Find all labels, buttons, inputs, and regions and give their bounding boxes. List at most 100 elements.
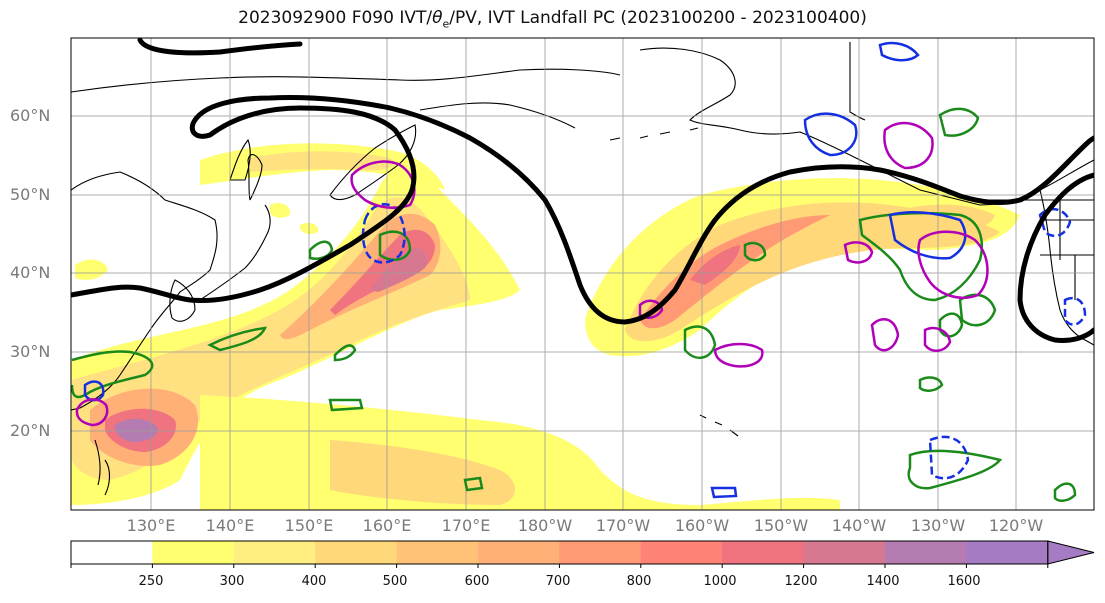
- colorbar-segment: [71, 541, 153, 564]
- green-contour-1: [71, 350, 154, 399]
- ivt-patch-1: [75, 259, 108, 280]
- lon-label-130w: 130°W: [910, 516, 966, 535]
- blue-contours: [83, 41, 1087, 499]
- colorbar-label-1000: 1000: [703, 574, 737, 589]
- blue-contour-5: [888, 211, 967, 260]
- lon-label-130e: 130°E: [126, 516, 176, 535]
- green-contour-16: [1053, 482, 1077, 502]
- colorbar-label-500: 500: [382, 574, 408, 589]
- magenta-contour-4: [713, 342, 764, 368]
- lon-label-140e: 140°E: [205, 516, 255, 535]
- jet-contour-main: [71, 94, 1094, 325]
- coast-kamchatka: [329, 124, 417, 201]
- lat-label-40: 40°N: [10, 263, 51, 282]
- ivt-core-west-max: [115, 418, 158, 442]
- coast-siberia-north: [71, 68, 621, 93]
- ivt-shading: [71, 143, 1020, 510]
- coast-japan: [199, 154, 271, 301]
- lat-label-20: 20°N: [10, 421, 51, 440]
- blue-contour-7: [1038, 207, 1072, 238]
- blue-contour-9: [710, 486, 738, 499]
- lon-label-150e: 150°E: [284, 516, 334, 535]
- magenta-contour-9: [923, 326, 952, 352]
- colorbar-extend-arrow: [1047, 540, 1095, 565]
- colorbar-label-1200: 1200: [784, 574, 818, 589]
- magenta-contour-1: [75, 398, 109, 427]
- colorbar-label-800: 800: [626, 574, 652, 589]
- green-contour-2: [207, 326, 267, 352]
- ivt-north-band-inner: [250, 151, 394, 172]
- magenta-contour-6: [870, 318, 900, 352]
- ivt-plume-east-700: [640, 215, 830, 329]
- coast-sakhalin: [229, 138, 251, 181]
- colorbar-segment: [885, 541, 967, 564]
- blue-contour-8: [1063, 296, 1087, 326]
- green-contour-14: [907, 449, 1003, 490]
- map-frame: [70, 37, 1095, 511]
- jet-contour-trough: [1017, 172, 1094, 343]
- lon-label-160w: 160°W: [674, 516, 730, 535]
- lon-label-140w: 140°W: [831, 516, 887, 535]
- colorbar-label-300: 300: [219, 574, 245, 589]
- lat-label-50: 50°N: [10, 185, 51, 204]
- green-contour-4: [333, 344, 357, 362]
- title-suffix: /PV, IVT Landfall PC (2023100200 - 20231…: [449, 8, 867, 28]
- colorbar-segment: [722, 541, 805, 564]
- colorbar-segment: [315, 541, 398, 564]
- ivt-patch-2: [270, 203, 291, 218]
- colorbar-label-400: 400: [301, 574, 327, 589]
- lon-label-170e: 170°E: [441, 516, 491, 535]
- colorbar-segment: [559, 541, 642, 564]
- magenta-contour-5: [843, 241, 874, 264]
- lon-label-180w: 180°W: [517, 516, 573, 535]
- green-contour-9: [743, 241, 767, 262]
- title-theta: θ: [432, 8, 443, 28]
- lon-label-160e: 160°E: [362, 516, 412, 535]
- magenta-contours: [75, 121, 989, 427]
- blue-contour-3: [803, 112, 858, 157]
- coast-na-west: [1039, 189, 1094, 346]
- colorbar-label-700: 700: [545, 574, 571, 589]
- coast-aleutians: [609, 127, 699, 141]
- title-theta-sub: e: [442, 17, 450, 31]
- blue-contour-2: [361, 203, 406, 264]
- magenta-contour-8: [917, 230, 989, 299]
- coast-philippines: [94, 439, 111, 496]
- green-contour-3: [308, 240, 334, 260]
- colorbar-segment: [803, 541, 886, 564]
- colorbar-segment: [396, 541, 479, 564]
- colorbar-label-250: 250: [138, 574, 164, 589]
- colorbar-label-1400: 1400: [866, 574, 900, 589]
- green-contour-13: [918, 376, 944, 392]
- colorbar-segment: [152, 541, 235, 564]
- lon-label-170w: 170°W: [595, 516, 651, 535]
- colorbar-label-600: 600: [464, 574, 490, 589]
- colorbar-label-1600: 1600: [947, 574, 981, 589]
- coast-chukotka: [419, 102, 576, 129]
- lon-label-120w: 120°W: [988, 516, 1044, 535]
- colorbar-segment: [640, 541, 723, 564]
- colorbar: [70, 540, 1095, 568]
- green-contour-12: [958, 293, 997, 327]
- ivt-river-a-max: [370, 248, 427, 292]
- colorbar-segment: [233, 541, 316, 564]
- jet-contour-north: [137, 38, 303, 56]
- green-contour-6: [378, 230, 412, 261]
- magenta-contour-7: [883, 121, 934, 170]
- title-prefix: 2023092900 F090 IVT/: [238, 8, 433, 28]
- map-panel: [71, 38, 1094, 510]
- green-contour-15: [938, 107, 980, 137]
- green-contour-11: [938, 312, 964, 338]
- blue-contour-1: [83, 380, 105, 402]
- green-contour-5: [328, 398, 364, 412]
- coast-asia-mainland: [71, 171, 218, 411]
- blue-contour-4: [878, 41, 920, 62]
- colorbar-segment: [966, 541, 1049, 564]
- jet-contour: [71, 38, 1094, 343]
- graticule: [71, 38, 1094, 510]
- lat-label-30: 30°N: [10, 342, 51, 361]
- green-contour-7: [463, 476, 484, 492]
- magenta-contour-2: [350, 160, 416, 209]
- colorbar-segment: [478, 541, 560, 564]
